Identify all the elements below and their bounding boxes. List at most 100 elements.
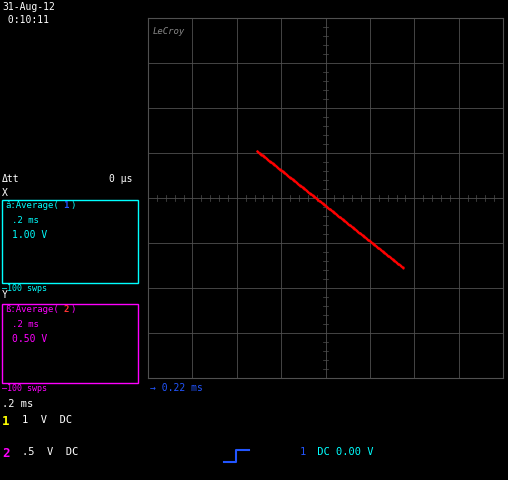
Point bbox=[307, 191, 315, 198]
Point bbox=[273, 163, 281, 171]
Point bbox=[260, 153, 268, 161]
Point bbox=[303, 187, 311, 194]
Point bbox=[398, 263, 406, 271]
Point bbox=[288, 175, 296, 183]
Point bbox=[363, 235, 371, 243]
Point bbox=[326, 205, 334, 213]
Point bbox=[364, 236, 372, 243]
Text: ): ) bbox=[70, 201, 75, 210]
Point bbox=[396, 262, 404, 269]
Point bbox=[372, 242, 380, 250]
Point bbox=[284, 172, 292, 180]
Point bbox=[366, 237, 374, 245]
Point bbox=[264, 156, 272, 164]
Point bbox=[385, 252, 393, 260]
Point bbox=[359, 232, 367, 240]
Point bbox=[336, 214, 344, 221]
Point bbox=[275, 165, 283, 172]
Text: .5  V  DC: .5 V DC bbox=[22, 447, 79, 457]
Point bbox=[268, 159, 276, 167]
Text: Δtt: Δtt bbox=[2, 174, 20, 184]
Point bbox=[378, 247, 386, 255]
Point bbox=[279, 168, 287, 176]
Point bbox=[276, 165, 284, 173]
Point bbox=[389, 255, 397, 263]
Point bbox=[357, 230, 365, 238]
Point bbox=[325, 204, 333, 212]
Text: Y: Y bbox=[2, 290, 8, 300]
Point bbox=[330, 208, 338, 216]
Text: 1: 1 bbox=[64, 201, 69, 210]
Point bbox=[302, 186, 310, 194]
Point bbox=[345, 221, 354, 229]
Text: LeCroy: LeCroy bbox=[152, 27, 184, 36]
Point bbox=[327, 206, 335, 214]
Point bbox=[286, 174, 294, 181]
Point bbox=[370, 241, 378, 249]
Point bbox=[327, 206, 335, 214]
Point bbox=[297, 182, 305, 190]
Text: —100 swps: —100 swps bbox=[2, 384, 47, 393]
Point bbox=[354, 228, 362, 235]
Point bbox=[257, 150, 265, 158]
Point bbox=[397, 262, 405, 270]
Point bbox=[305, 189, 313, 196]
Point bbox=[389, 256, 397, 264]
Point bbox=[390, 257, 398, 264]
Point bbox=[353, 227, 361, 235]
Point bbox=[253, 147, 262, 155]
Point bbox=[271, 162, 279, 169]
Point bbox=[280, 168, 288, 176]
Point bbox=[356, 229, 364, 237]
Text: ß:Average(: ß:Average( bbox=[5, 305, 59, 314]
Point bbox=[294, 180, 302, 188]
Point bbox=[314, 196, 323, 204]
Point bbox=[359, 231, 367, 239]
Point bbox=[311, 194, 320, 202]
Point bbox=[378, 248, 387, 255]
Point bbox=[258, 151, 266, 158]
Point bbox=[260, 153, 268, 160]
Point bbox=[387, 254, 395, 262]
Point bbox=[263, 155, 271, 163]
Point bbox=[252, 147, 261, 155]
Point bbox=[267, 158, 275, 166]
Point bbox=[343, 219, 352, 227]
Point bbox=[368, 240, 376, 247]
Point bbox=[291, 178, 299, 185]
Point bbox=[332, 210, 340, 218]
Point bbox=[265, 156, 273, 164]
Point bbox=[397, 263, 405, 270]
Point bbox=[298, 183, 306, 191]
Point bbox=[306, 189, 314, 197]
Text: 0:10:11: 0:10:11 bbox=[2, 15, 49, 25]
Point bbox=[292, 178, 300, 186]
Point bbox=[370, 240, 378, 248]
Point bbox=[381, 249, 389, 257]
Point bbox=[281, 170, 290, 178]
Point bbox=[345, 221, 353, 228]
Point bbox=[287, 174, 295, 182]
Point bbox=[266, 157, 274, 165]
Point bbox=[270, 160, 278, 168]
Point bbox=[355, 228, 363, 236]
Point bbox=[272, 162, 280, 170]
Point bbox=[336, 213, 344, 221]
Point bbox=[369, 240, 377, 248]
Point bbox=[384, 252, 392, 259]
Point bbox=[331, 209, 339, 217]
Text: â:Average(: â:Average( bbox=[5, 201, 59, 210]
Point bbox=[285, 173, 294, 181]
Point bbox=[338, 216, 346, 223]
Point bbox=[270, 161, 278, 168]
Point bbox=[277, 166, 285, 174]
Text: 0.50 V: 0.50 V bbox=[12, 334, 47, 344]
Point bbox=[383, 251, 391, 259]
Point bbox=[261, 154, 269, 161]
Point bbox=[312, 194, 320, 202]
Point bbox=[262, 155, 270, 162]
Point bbox=[297, 182, 305, 190]
Point bbox=[278, 167, 286, 175]
Point bbox=[364, 236, 372, 244]
Point bbox=[320, 201, 328, 208]
